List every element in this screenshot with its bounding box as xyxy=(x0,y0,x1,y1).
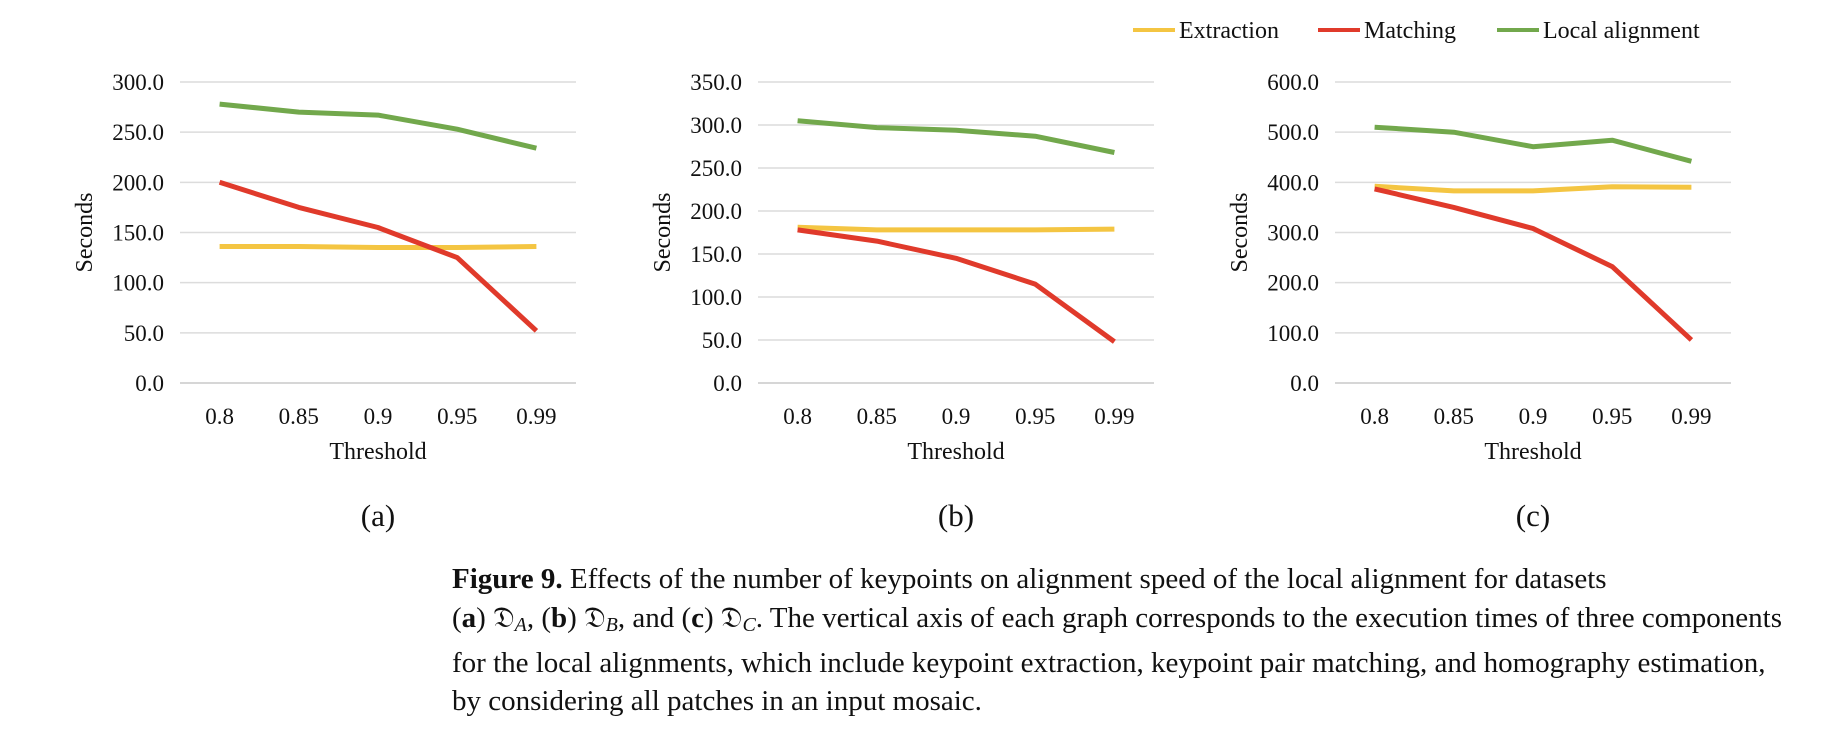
series-line-matching xyxy=(1374,186,1694,342)
y-tick-label: 300.0 xyxy=(1267,221,1319,246)
series-line-extraction xyxy=(219,244,537,250)
x-tick-label: 0.9 xyxy=(364,404,393,429)
x-axis-title: Threshold xyxy=(907,439,1004,465)
caption-panel-a: a xyxy=(461,602,477,634)
chart-panel-2: 0.0 100.0 200.0 300.0 400.0 500.0 600.0 0.8 0.85… xyxy=(1227,70,1731,533)
x-tick-label: 0.8 xyxy=(205,404,234,429)
y-tick-label: 300.0 xyxy=(690,113,742,138)
y-tick-label: 200.0 xyxy=(112,170,164,195)
panel-label: (b) xyxy=(938,498,974,533)
y-tick-label: 350.0 xyxy=(690,70,742,95)
legend: Extraction Matching Local alignment xyxy=(1133,18,1700,44)
legend-label-1: Matching xyxy=(1364,18,1456,44)
x-tick-label: 0.9 xyxy=(942,404,971,429)
y-tick-label: 200.0 xyxy=(690,199,742,224)
series-line-local-alignment xyxy=(797,118,1115,155)
y-tick-label: 100.0 xyxy=(1267,321,1319,346)
caption-dataset-symbol-b: 𝔇 xyxy=(584,600,606,634)
x-tick-label: 0.85 xyxy=(857,404,897,429)
caption-text-2: . The vertical axis of each graph corres… xyxy=(452,602,1782,717)
series-line-matching xyxy=(797,227,1116,344)
y-tick-label: 150.0 xyxy=(690,242,742,267)
x-tick-label: 0.99 xyxy=(516,404,556,429)
y-axis-title: Seconds xyxy=(72,193,98,273)
figure-caption: Figure 9. Effects of the number of keypo… xyxy=(452,563,1782,717)
y-tick-label: 100.0 xyxy=(690,285,742,310)
x-tick-label: 0.85 xyxy=(1434,404,1474,429)
y-tick-label: 0.0 xyxy=(135,371,164,396)
y-axis-title: Seconds xyxy=(650,193,676,273)
y-tick-label: 0.0 xyxy=(1290,371,1319,396)
chart-panel-1: 0.0 50.0 100.0 150.0 200.0 250.0 300.0 350.0 0.8… xyxy=(650,70,1154,533)
caption-text-1: Effects of the number of keypoints on al… xyxy=(562,563,1607,595)
x-tick-label: 0.8 xyxy=(783,404,812,429)
y-tick-label: 500.0 xyxy=(1267,120,1319,145)
y-tick-label: 250.0 xyxy=(690,156,742,181)
y-tick-label: 0.0 xyxy=(713,371,742,396)
series-line-local-alignment xyxy=(219,101,537,151)
caption-panel-b: b xyxy=(551,602,568,634)
y-tick-label: 600.0 xyxy=(1267,70,1319,95)
caption-subscript-c: C xyxy=(742,614,756,636)
legend-label-2: Local alignment xyxy=(1543,18,1700,44)
x-axis-title: Threshold xyxy=(329,439,426,465)
series-line-extraction xyxy=(797,224,1115,233)
x-tick-label: 0.99 xyxy=(1671,404,1711,429)
x-tick-label: 0.95 xyxy=(1592,404,1632,429)
y-tick-label: 200.0 xyxy=(1267,271,1319,296)
series-line-local-alignment xyxy=(1374,124,1693,164)
x-tick-label: 0.8 xyxy=(1360,404,1389,429)
caption-dataset-symbol-a: 𝔇 xyxy=(493,600,515,634)
caption-label: Figure 9. xyxy=(452,563,563,595)
y-tick-label: 50.0 xyxy=(702,328,742,353)
x-tick-label: 0.9 xyxy=(1519,404,1548,429)
y-tick-label: 400.0 xyxy=(1267,170,1319,195)
x-tick-label: 0.95 xyxy=(1015,404,1055,429)
panel-label: (c) xyxy=(1516,498,1550,533)
x-axis-title: Threshold xyxy=(1484,439,1581,465)
chart-panel-0: 0.0 50.0 100.0 150.0 200.0 250.0 300.0 0.8 0.85 0… xyxy=(72,70,576,533)
caption-panel-c: c xyxy=(691,602,704,634)
caption-dataset-symbol-c: 𝔇 xyxy=(720,600,743,634)
y-tick-label: 50.0 xyxy=(124,321,164,346)
y-axis-title: Seconds xyxy=(1227,193,1253,273)
y-tick-label: 150.0 xyxy=(112,221,164,246)
panel-label: (a) xyxy=(361,498,395,533)
y-tick-label: 250.0 xyxy=(112,120,164,145)
caption-subscript-b: B xyxy=(605,614,618,636)
x-tick-label: 0.99 xyxy=(1094,404,1134,429)
series-line-extraction xyxy=(1374,183,1692,194)
x-tick-label: 0.95 xyxy=(437,404,477,429)
x-tick-label: 0.85 xyxy=(279,404,319,429)
y-tick-label: 300.0 xyxy=(112,70,164,95)
y-tick-label: 100.0 xyxy=(112,271,164,296)
legend-label-0: Extraction xyxy=(1179,18,1279,44)
caption-subscript-a: A xyxy=(514,614,527,636)
series-line-matching xyxy=(218,179,539,333)
